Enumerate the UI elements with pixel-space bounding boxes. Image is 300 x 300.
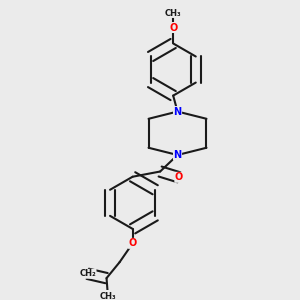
Text: CH₃: CH₃: [165, 8, 181, 17]
Text: CH₂: CH₂: [79, 269, 96, 278]
Text: O: O: [128, 238, 137, 248]
Text: N: N: [173, 106, 181, 116]
Text: O: O: [175, 172, 183, 182]
Text: N: N: [173, 150, 181, 160]
Text: CH₃: CH₃: [100, 292, 116, 300]
Text: O: O: [169, 22, 177, 32]
